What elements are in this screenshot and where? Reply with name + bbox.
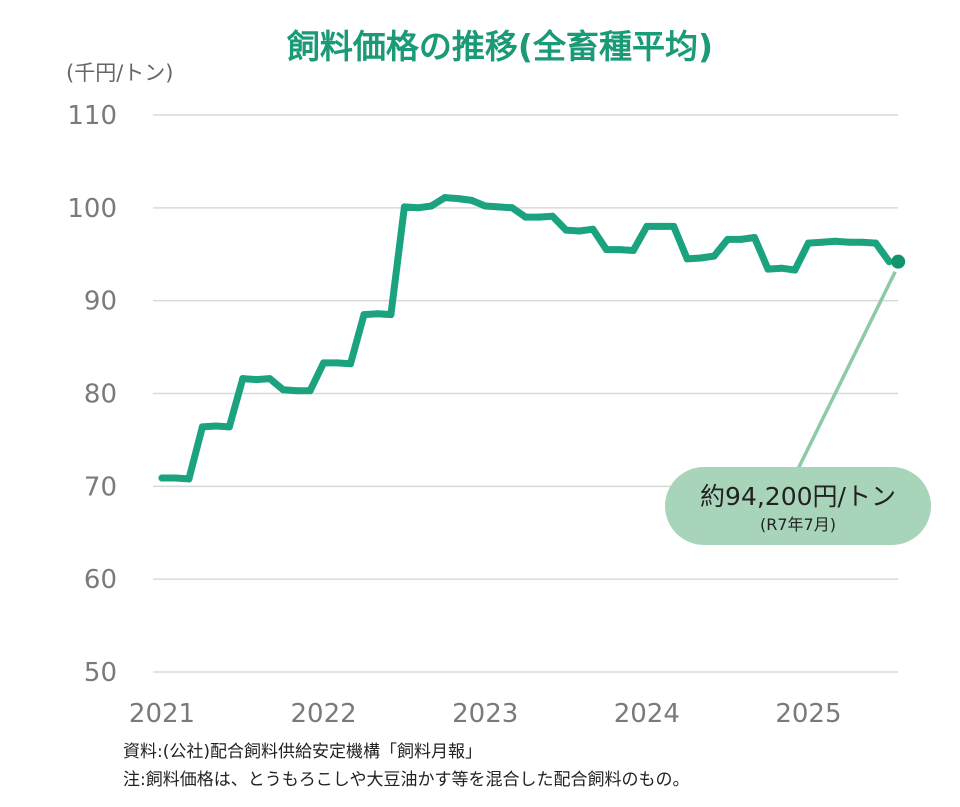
- data-point-2024-01: [643, 222, 651, 230]
- data-point-2022-07: [400, 203, 408, 211]
- series-group: [158, 194, 893, 483]
- data-point-2023-03: [508, 204, 516, 212]
- latest-value-marker: [891, 254, 906, 269]
- data-point-2022-08: [414, 204, 422, 212]
- series-line: [158, 194, 893, 483]
- data-point-2025-05: [858, 238, 866, 246]
- data-point-2024-05: [697, 254, 705, 262]
- chart-title: 飼料価格の推移(全畜種平均): [287, 27, 713, 66]
- data-point-2025-04: [845, 238, 853, 246]
- data-point-2021-09: [266, 375, 274, 383]
- y-tick-110: 110: [67, 101, 117, 131]
- x-tick-2025: 2025: [775, 699, 841, 729]
- data-point-2021-12: [306, 387, 314, 395]
- data-point-2024-09: [751, 234, 758, 241]
- data-point-2023-04: [522, 213, 530, 221]
- x-tick-2023: 2023: [452, 699, 518, 729]
- data-point-2021-04: [198, 423, 206, 431]
- data-point-2022-03: [347, 360, 354, 368]
- data-point-2023-01: [481, 202, 489, 210]
- data-point-2022-06: [387, 311, 395, 319]
- data-point-2021-07: [239, 375, 247, 383]
- data-point-2024-08: [737, 235, 745, 243]
- callout-main-label: 約94,200円/トン: [700, 482, 896, 511]
- y-tick-50: 50: [84, 658, 117, 688]
- data-point-2021-05: [212, 422, 220, 430]
- data-point-2024-03: [670, 222, 678, 230]
- x-tick-2022: 2022: [291, 699, 357, 729]
- data-point-2025-02: [818, 238, 826, 246]
- data-point-2022-10: [441, 194, 449, 202]
- data-point-2025-03: [831, 237, 839, 245]
- y-tick-60: 60: [84, 565, 117, 595]
- data-point-2023-08: [576, 227, 583, 235]
- data-point-2023-05: [535, 213, 543, 221]
- data-point-2022-12: [468, 196, 476, 204]
- callout-bubble: [665, 467, 931, 545]
- data-point-2024-02: [656, 222, 664, 230]
- data-point-2022-09: [427, 202, 435, 210]
- data-point-2024-07: [724, 235, 732, 243]
- data-point-2021-06: [225, 423, 233, 431]
- data-point-2022-01: [320, 359, 328, 367]
- data-point-2023-07: [562, 226, 570, 234]
- data-point-2024-12: [791, 266, 799, 274]
- callout-sub-label: (R7年7月): [760, 515, 836, 534]
- data-point-2021-02: [172, 474, 179, 482]
- data-point-2025-01: [804, 239, 812, 247]
- data-point-2021-03: [185, 475, 193, 483]
- y-axis-unit: (千円/トン): [66, 61, 173, 85]
- data-point-2023-12: [629, 247, 637, 254]
- data-point-2021-08: [252, 376, 260, 384]
- x-tick-2021: 2021: [129, 699, 195, 729]
- data-point-2023-06: [549, 212, 556, 220]
- data-point-2023-11: [616, 246, 624, 254]
- gridlines: [153, 114, 898, 673]
- data-point-2021-11: [293, 387, 301, 395]
- data-point-2023-10: [602, 246, 610, 254]
- data-point-2022-11: [454, 195, 462, 203]
- data-point-2024-04: [683, 255, 691, 263]
- y-tick-80: 80: [84, 380, 117, 410]
- data-point-2025-06: [872, 239, 880, 247]
- footnote: 注:飼料価格は、とうもろこしや大豆油かす等を混合した配合飼料のもの。: [123, 770, 690, 790]
- data-point-2021-01: [158, 474, 166, 482]
- y-tick-labels: 110 100 90 80 70 60 50: [67, 101, 117, 688]
- data-point-2022-05: [374, 310, 381, 318]
- data-point-2023-02: [495, 203, 503, 211]
- y-tick-70: 70: [84, 472, 117, 502]
- data-point-2024-06: [710, 252, 718, 260]
- y-tick-100: 100: [67, 194, 117, 224]
- data-point-2023-09: [589, 225, 597, 233]
- data-point-2024-11: [778, 264, 785, 272]
- data-point-2022-02: [333, 359, 341, 367]
- data-point-2021-10: [279, 386, 287, 394]
- callout-leader-line: [796, 270, 897, 470]
- data-point-2022-04: [360, 311, 368, 319]
- value-callout: 約94,200円/トン (R7年7月): [665, 254, 931, 545]
- x-tick-2024: 2024: [614, 699, 680, 729]
- data-point-2025-07: [885, 258, 893, 266]
- source-note: 資料:(公社)配合飼料供給安定機構「飼料月報」: [123, 742, 482, 762]
- data-point-2024-10: [764, 265, 772, 273]
- y-tick-90: 90: [84, 287, 117, 317]
- x-tick-labels: 2021 2022 2023 2024 2025: [129, 699, 842, 729]
